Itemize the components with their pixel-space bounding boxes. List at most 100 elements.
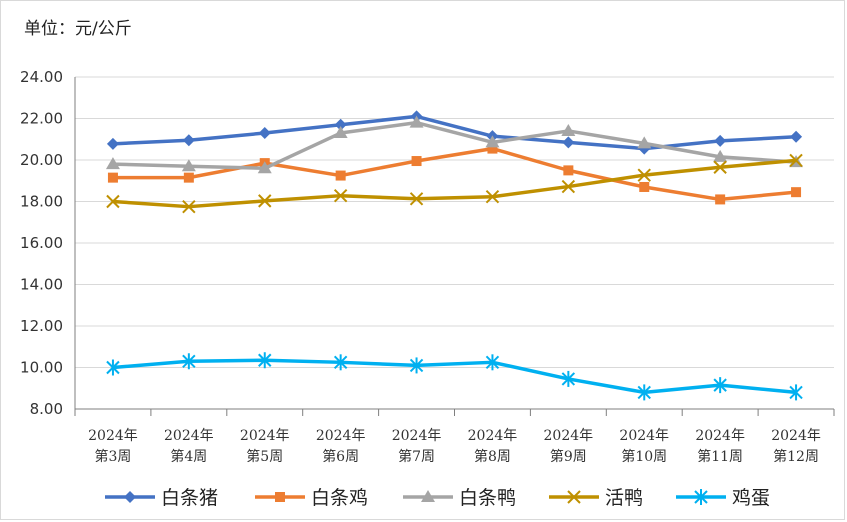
x-tick-label-week: 第4周 bbox=[170, 448, 207, 465]
y-tick-labels: 24.00 22.00 20.00 18.00 16.00 14.00 12.00 10.00… bbox=[20, 68, 63, 418]
y-tick-label: 22.00 bbox=[20, 110, 63, 128]
data-point bbox=[333, 354, 348, 371]
x-tick-label-week: 第5周 bbox=[246, 448, 283, 465]
data-point bbox=[181, 159, 196, 172]
data-point bbox=[791, 187, 802, 198]
data-point bbox=[182, 199, 196, 214]
x-tick-label-week: 第7周 bbox=[398, 448, 435, 465]
data-point bbox=[561, 123, 576, 136]
y-tick-label: 10.00 bbox=[20, 359, 63, 377]
legend-item: 白条鸭 bbox=[403, 487, 516, 509]
series-line bbox=[112, 158, 797, 209]
x-tick-label-year: 2024年 bbox=[164, 428, 214, 444]
data-point bbox=[713, 149, 728, 162]
data-point bbox=[258, 127, 271, 140]
x-tick-label-week: 第8周 bbox=[474, 448, 511, 465]
data-point bbox=[105, 157, 120, 170]
x-tick-label-year: 2024年 bbox=[88, 428, 138, 444]
legend-item: 活鸭 bbox=[549, 487, 643, 509]
data-point bbox=[714, 134, 727, 147]
data-point bbox=[182, 134, 195, 147]
legend-item: 鸡蛋 bbox=[676, 487, 770, 509]
series-line bbox=[112, 358, 797, 395]
legend-marker bbox=[124, 491, 136, 503]
legend-marker bbox=[421, 490, 435, 502]
x-tick-label-year: 2024年 bbox=[771, 428, 821, 444]
y-tick-label: 12.00 bbox=[20, 317, 63, 335]
data-point bbox=[335, 170, 346, 181]
x-tick-label-week: 第11周 bbox=[697, 448, 743, 465]
data-point bbox=[333, 188, 348, 203]
data-point bbox=[637, 384, 651, 401]
unit-label: 单位：元/公斤 bbox=[24, 19, 132, 39]
y-tick-label: 8.00 bbox=[30, 400, 63, 418]
x-tick-label-year: 2024年 bbox=[468, 428, 518, 444]
legend-item: 白条猪 bbox=[105, 487, 218, 509]
data-point bbox=[333, 126, 348, 139]
y-tick-label: 16.00 bbox=[20, 234, 63, 252]
x-tick-label-year: 2024年 bbox=[316, 428, 366, 444]
data-point bbox=[562, 136, 575, 149]
x-tick-label-year: 2024年 bbox=[240, 428, 290, 444]
data-point bbox=[637, 136, 652, 149]
data-point bbox=[258, 194, 272, 208]
series-4 bbox=[106, 153, 803, 214]
legend-item: 白条鸡 bbox=[255, 487, 368, 509]
data-point bbox=[258, 352, 272, 369]
data-point bbox=[713, 377, 727, 394]
data-point bbox=[487, 143, 498, 154]
x-tick-label-week: 第3周 bbox=[94, 448, 131, 465]
y-tick-label: 14.00 bbox=[20, 276, 63, 294]
data-point bbox=[257, 161, 272, 174]
y-tick-label: 18.00 bbox=[20, 193, 63, 211]
x-tick-label-week: 第6周 bbox=[322, 448, 359, 465]
data-point bbox=[182, 353, 196, 370]
data-point bbox=[106, 137, 119, 150]
data-point bbox=[561, 179, 576, 194]
x-tick-label-week: 第10周 bbox=[621, 448, 667, 465]
data-point bbox=[790, 130, 803, 143]
data-point bbox=[715, 194, 726, 205]
legend-label: 活鸭 bbox=[605, 487, 643, 509]
x-tick-label-year: 2024年 bbox=[544, 428, 594, 444]
series-3 bbox=[105, 115, 804, 174]
data-point bbox=[789, 384, 803, 401]
data-point bbox=[789, 153, 803, 168]
data-point bbox=[183, 172, 194, 183]
data-point bbox=[107, 172, 118, 183]
data-point bbox=[713, 160, 727, 174]
legend-label: 鸡蛋 bbox=[732, 487, 770, 509]
data-point bbox=[639, 181, 650, 192]
x-tick-label-week: 第12周 bbox=[773, 448, 819, 465]
legend-marker bbox=[275, 492, 285, 502]
data-point bbox=[485, 190, 500, 204]
legend-label: 白条猪 bbox=[161, 487, 218, 509]
data-point bbox=[409, 357, 424, 374]
data-point bbox=[563, 165, 574, 176]
data-point bbox=[106, 194, 120, 209]
data-point bbox=[485, 135, 500, 148]
data-point bbox=[106, 359, 120, 376]
data-point bbox=[334, 118, 347, 131]
x-tick-label-week: 第9周 bbox=[550, 448, 587, 465]
series-lines bbox=[105, 110, 804, 401]
series-5 bbox=[106, 352, 803, 401]
data-point bbox=[411, 156, 422, 167]
data-point bbox=[409, 192, 424, 206]
data-point bbox=[637, 168, 651, 182]
legend-label: 白条鸭 bbox=[459, 487, 516, 509]
data-point bbox=[485, 354, 500, 371]
gridlines bbox=[75, 76, 834, 368]
legend-label: 白条鸡 bbox=[311, 487, 368, 509]
x-tick-label-year: 2024年 bbox=[392, 428, 442, 444]
series-line bbox=[112, 120, 797, 171]
data-point bbox=[409, 115, 424, 128]
legend: 白条猪 白条鸡 白条鸭 活鸭 鸡蛋 bbox=[105, 487, 770, 509]
series-line bbox=[112, 114, 797, 151]
y-tick-label: 20.00 bbox=[20, 151, 63, 169]
y-tick-label: 24.00 bbox=[20, 68, 63, 86]
x-tick-label-year: 2024年 bbox=[695, 428, 745, 444]
